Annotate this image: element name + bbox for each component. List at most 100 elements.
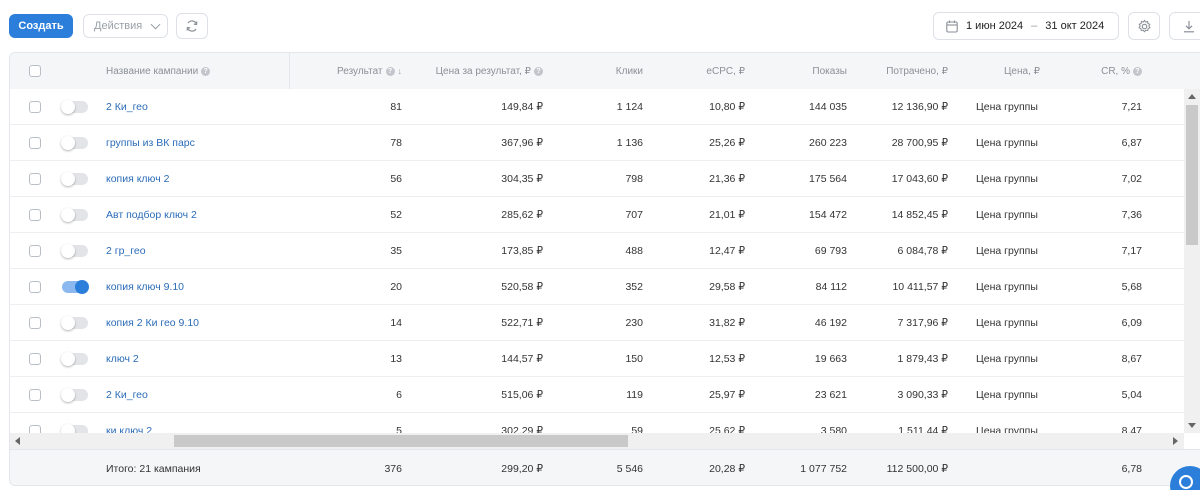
date-start: 1 июн 2024 xyxy=(966,20,1024,32)
create-button[interactable]: Создать xyxy=(9,14,73,38)
cell-impressions: 46 192 xyxy=(814,317,847,329)
cell-cr: 5,68 xyxy=(1121,281,1142,293)
cell-result: 81 xyxy=(390,101,402,113)
campaign-status-toggle[interactable] xyxy=(61,388,88,402)
campaign-name-link[interactable]: копия 2 Ки гео 9.10 xyxy=(106,317,199,329)
campaign-name-link[interactable]: копия ключ 9.10 xyxy=(106,281,185,293)
table-row[interactable]: 2 Ки_гео 6 515,06 ₽ 119 25,97 ₽ 23 621 3 090,3… xyxy=(10,377,1190,413)
cell-cost-per-result: 367,96 ₽ xyxy=(501,137,543,149)
cell-clicks: 150 xyxy=(625,353,643,365)
chevron-down-icon xyxy=(150,19,161,29)
help-icon[interactable]: ? xyxy=(385,66,395,76)
row-checkbox[interactable] xyxy=(29,425,41,433)
column-header-name[interactable]: Название кампании? xyxy=(106,53,211,89)
cell-result: 56 xyxy=(390,173,402,185)
campaign-name-link[interactable]: ки ключ 2 xyxy=(106,425,153,433)
column-header-spent[interactable]: Потрачено, ₽ xyxy=(886,65,948,77)
column-header-price[interactable]: Цена, ₽ xyxy=(1004,65,1040,77)
campaign-status-toggle[interactable] xyxy=(61,316,88,330)
row-checkbox[interactable] xyxy=(29,317,41,329)
column-header-cost-per-result[interactable]: Цена за результат, ₽? xyxy=(410,53,543,89)
table-row[interactable]: 2 гр_гео 35 173,85 ₽ 488 12,47 ₽ 69 793 6 084,… xyxy=(10,233,1190,269)
scroll-down-arrow-icon[interactable] xyxy=(1188,423,1196,428)
vertical-scrollbar[interactable] xyxy=(1184,89,1200,433)
row-checkbox[interactable] xyxy=(29,209,41,221)
cell-clicks: 1 136 xyxy=(616,137,643,149)
cell-ecpc: 21,36 ₽ xyxy=(709,173,745,185)
toolbar: Создать Действия 1 июн 2024 – 31 окт 202… xyxy=(0,0,1200,52)
help-icon[interactable]: ? xyxy=(534,66,543,76)
date-range-picker[interactable]: 1 июн 2024 – 31 окт 2024 xyxy=(933,12,1119,40)
cell-clicks: 352 xyxy=(625,281,643,293)
campaign-status-toggle[interactable] xyxy=(61,244,88,258)
campaign-name-link[interactable]: 2 гр_гео xyxy=(106,245,146,257)
horizontal-scroll-thumb[interactable] xyxy=(174,435,628,447)
table-row[interactable]: ключ 2 13 144,57 ₽ 150 12,53 ₽ 19 663 1 879,43… xyxy=(10,341,1190,377)
campaign-status-toggle[interactable] xyxy=(61,136,88,150)
campaign-name-link[interactable]: 2 Ки_гео xyxy=(106,389,148,401)
campaign-name-link[interactable]: группы из ВК парс xyxy=(106,137,195,149)
column-header-result[interactable]: Результат? ↓ xyxy=(337,65,403,77)
cell-price: Цена группы xyxy=(976,425,1038,433)
table-row[interactable]: ки ключ 2 5 302,29 ₽ 59 25,62 ₽ 3 580 1 511,44… xyxy=(10,413,1190,433)
settings-button[interactable] xyxy=(1128,12,1160,40)
horizontal-scrollbar[interactable] xyxy=(10,433,1184,449)
table-row[interactable]: Авт подбор ключ 2 52 285,62 ₽ 707 21,01 ₽ 154… xyxy=(10,197,1190,233)
table-row[interactable]: копия 2 Ки гео 9.10 14 522,71 ₽ 230 31,82 ₽ 4… xyxy=(10,305,1190,341)
cell-ecpc: 25,26 ₽ xyxy=(709,137,745,149)
help-icon[interactable]: ? xyxy=(1133,66,1142,76)
campaign-status-toggle[interactable] xyxy=(61,172,88,186)
scroll-up-arrow-icon[interactable] xyxy=(1188,94,1196,99)
cell-spent: 10 411,57 ₽ xyxy=(892,281,948,293)
campaign-name-link[interactable]: ключ 2 xyxy=(106,353,139,365)
campaign-name-link[interactable]: копия ключ 2 xyxy=(106,173,170,185)
table-row[interactable]: копия ключ 9.10 20 520,58 ₽ 352 29,58 ₽ 84 11… xyxy=(10,269,1190,305)
row-checkbox[interactable] xyxy=(29,137,41,149)
campaign-status-toggle[interactable] xyxy=(61,424,88,433)
cell-clicks: 488 xyxy=(625,245,643,257)
sort-desc-icon[interactable]: ↓ xyxy=(397,66,403,76)
campaign-status-toggle[interactable] xyxy=(61,100,88,114)
campaign-name-link[interactable]: Авт подбор ключ 2 xyxy=(106,209,197,221)
campaign-status-toggle[interactable] xyxy=(62,280,89,294)
actions-dropdown[interactable]: Действия xyxy=(83,14,168,38)
campaign-name-link[interactable]: 2 Ки_гео xyxy=(106,101,148,113)
cell-price: Цена группы xyxy=(976,245,1038,257)
column-divider[interactable] xyxy=(289,53,290,89)
help-icon[interactable]: ? xyxy=(201,66,211,76)
calendar-icon xyxy=(946,20,958,33)
cell-clicks: 230 xyxy=(625,317,643,329)
table-row[interactable]: копия ключ 2 56 304,35 ₽ 798 21,36 ₽ 175 564 1… xyxy=(10,161,1190,197)
scroll-left-arrow-icon[interactable] xyxy=(15,437,20,445)
date-separator: – xyxy=(1031,20,1038,32)
row-checkbox[interactable] xyxy=(29,245,41,257)
row-checkbox[interactable] xyxy=(29,173,41,185)
cell-impressions: 19 663 xyxy=(814,353,847,365)
cell-clicks: 119 xyxy=(626,389,643,401)
row-checkbox[interactable] xyxy=(29,353,41,365)
column-header-impressions[interactable]: Показы xyxy=(812,65,847,77)
cell-cost-per-result: 144,57 ₽ xyxy=(501,353,543,365)
campaigns-table: Название кампании? Результат? ↓ Цена за р… xyxy=(9,52,1200,486)
refresh-button[interactable] xyxy=(176,13,208,39)
row-checkbox[interactable] xyxy=(29,389,41,401)
cell-result: 78 xyxy=(390,137,402,149)
column-header-cr[interactable]: CR, %? xyxy=(1050,53,1142,89)
row-checkbox[interactable] xyxy=(29,101,41,113)
column-header-ecpc[interactable]: eCPC, ₽ xyxy=(706,65,745,77)
campaign-status-toggle[interactable] xyxy=(61,352,88,366)
table-row[interactable]: 2 Ки_гео 81 149,84 ₽ 1 124 10,80 ₽ 144 035 12 … xyxy=(10,89,1190,125)
row-checkbox[interactable] xyxy=(29,281,41,293)
cell-clicks: 1 124 xyxy=(616,101,643,113)
table-row[interactable]: группы из ВК парс 78 367,96 ₽ 1 136 25,26 ₽ 2… xyxy=(10,125,1190,161)
select-all-checkbox[interactable] xyxy=(29,65,41,77)
cell-price: Цена группы xyxy=(976,137,1038,149)
vertical-scroll-thumb[interactable] xyxy=(1186,105,1198,245)
cell-price: Цена группы xyxy=(976,281,1038,293)
scroll-right-arrow-icon[interactable] xyxy=(1173,437,1178,445)
campaign-status-toggle[interactable] xyxy=(61,208,88,222)
cell-clicks: 707 xyxy=(625,209,643,221)
column-header-clicks[interactable]: Клики xyxy=(615,65,643,77)
download-button[interactable] xyxy=(1169,12,1200,40)
cell-price: Цена группы xyxy=(976,173,1038,185)
